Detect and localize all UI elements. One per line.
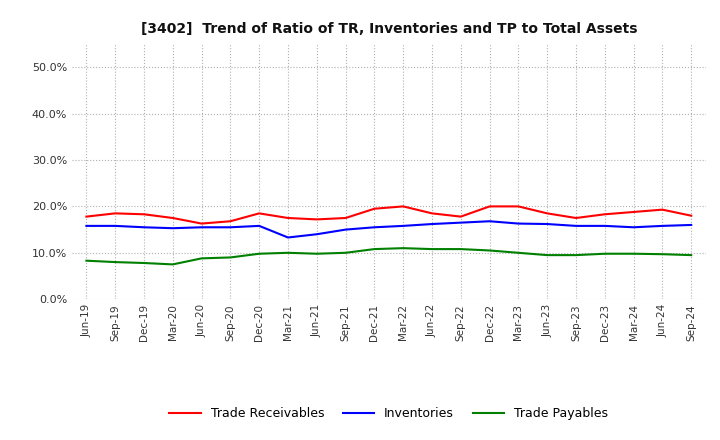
Title: [3402]  Trend of Ratio of TR, Inventories and TP to Total Assets: [3402] Trend of Ratio of TR, Inventories… bbox=[140, 22, 637, 36]
Trade Payables bbox=[341, 250, 350, 256]
Inventories bbox=[543, 221, 552, 227]
Trade Payables bbox=[514, 250, 523, 256]
Line: Trade Payables: Trade Payables bbox=[86, 248, 691, 264]
Trade Receivables bbox=[572, 215, 580, 220]
Trade Receivables bbox=[456, 214, 465, 219]
Inventories bbox=[428, 221, 436, 227]
Trade Payables bbox=[456, 246, 465, 252]
Trade Receivables bbox=[658, 207, 667, 212]
Trade Payables bbox=[687, 253, 696, 258]
Trade Payables bbox=[312, 251, 321, 257]
Trade Payables bbox=[255, 251, 264, 257]
Inventories bbox=[629, 225, 638, 230]
Trade Payables bbox=[485, 248, 494, 253]
Trade Receivables bbox=[140, 212, 148, 217]
Trade Receivables bbox=[629, 209, 638, 215]
Trade Receivables bbox=[399, 204, 408, 209]
Trade Receivables bbox=[197, 221, 206, 226]
Inventories bbox=[197, 225, 206, 230]
Trade Receivables bbox=[255, 211, 264, 216]
Inventories bbox=[456, 220, 465, 225]
Trade Receivables bbox=[341, 215, 350, 220]
Inventories bbox=[572, 223, 580, 228]
Inventories bbox=[485, 219, 494, 224]
Trade Payables bbox=[226, 255, 235, 260]
Trade Receivables bbox=[485, 204, 494, 209]
Inventories bbox=[168, 226, 177, 231]
Trade Receivables bbox=[168, 215, 177, 220]
Inventories bbox=[370, 225, 379, 230]
Trade Payables bbox=[111, 260, 120, 265]
Inventories bbox=[312, 231, 321, 237]
Inventories bbox=[111, 223, 120, 228]
Trade Payables bbox=[600, 251, 609, 257]
Trade Receivables bbox=[370, 206, 379, 211]
Trade Receivables bbox=[600, 212, 609, 217]
Trade Payables bbox=[399, 246, 408, 251]
Inventories bbox=[226, 225, 235, 230]
Legend: Trade Receivables, Inventories, Trade Payables: Trade Receivables, Inventories, Trade Pa… bbox=[164, 403, 613, 425]
Inventories bbox=[687, 222, 696, 227]
Trade Receivables bbox=[284, 215, 292, 220]
Trade Payables bbox=[428, 246, 436, 252]
Trade Payables bbox=[543, 253, 552, 258]
Inventories bbox=[82, 223, 91, 228]
Trade Receivables bbox=[226, 219, 235, 224]
Line: Trade Receivables: Trade Receivables bbox=[86, 206, 691, 224]
Inventories bbox=[399, 223, 408, 228]
Inventories bbox=[140, 225, 148, 230]
Line: Inventories: Inventories bbox=[86, 221, 691, 238]
Trade Payables bbox=[168, 262, 177, 267]
Trade Receivables bbox=[428, 211, 436, 216]
Trade Payables bbox=[82, 258, 91, 263]
Inventories bbox=[600, 223, 609, 228]
Inventories bbox=[514, 221, 523, 226]
Trade Payables bbox=[370, 246, 379, 252]
Trade Payables bbox=[572, 253, 580, 258]
Inventories bbox=[658, 223, 667, 228]
Inventories bbox=[284, 235, 292, 240]
Trade Receivables bbox=[687, 213, 696, 218]
Trade Payables bbox=[629, 251, 638, 257]
Trade Receivables bbox=[111, 211, 120, 216]
Inventories bbox=[255, 223, 264, 228]
Trade Receivables bbox=[312, 217, 321, 222]
Inventories bbox=[341, 227, 350, 232]
Trade Payables bbox=[140, 260, 148, 266]
Trade Receivables bbox=[543, 211, 552, 216]
Trade Receivables bbox=[514, 204, 523, 209]
Trade Payables bbox=[658, 252, 667, 257]
Trade Payables bbox=[197, 256, 206, 261]
Trade Payables bbox=[284, 250, 292, 256]
Trade Receivables bbox=[82, 214, 91, 219]
